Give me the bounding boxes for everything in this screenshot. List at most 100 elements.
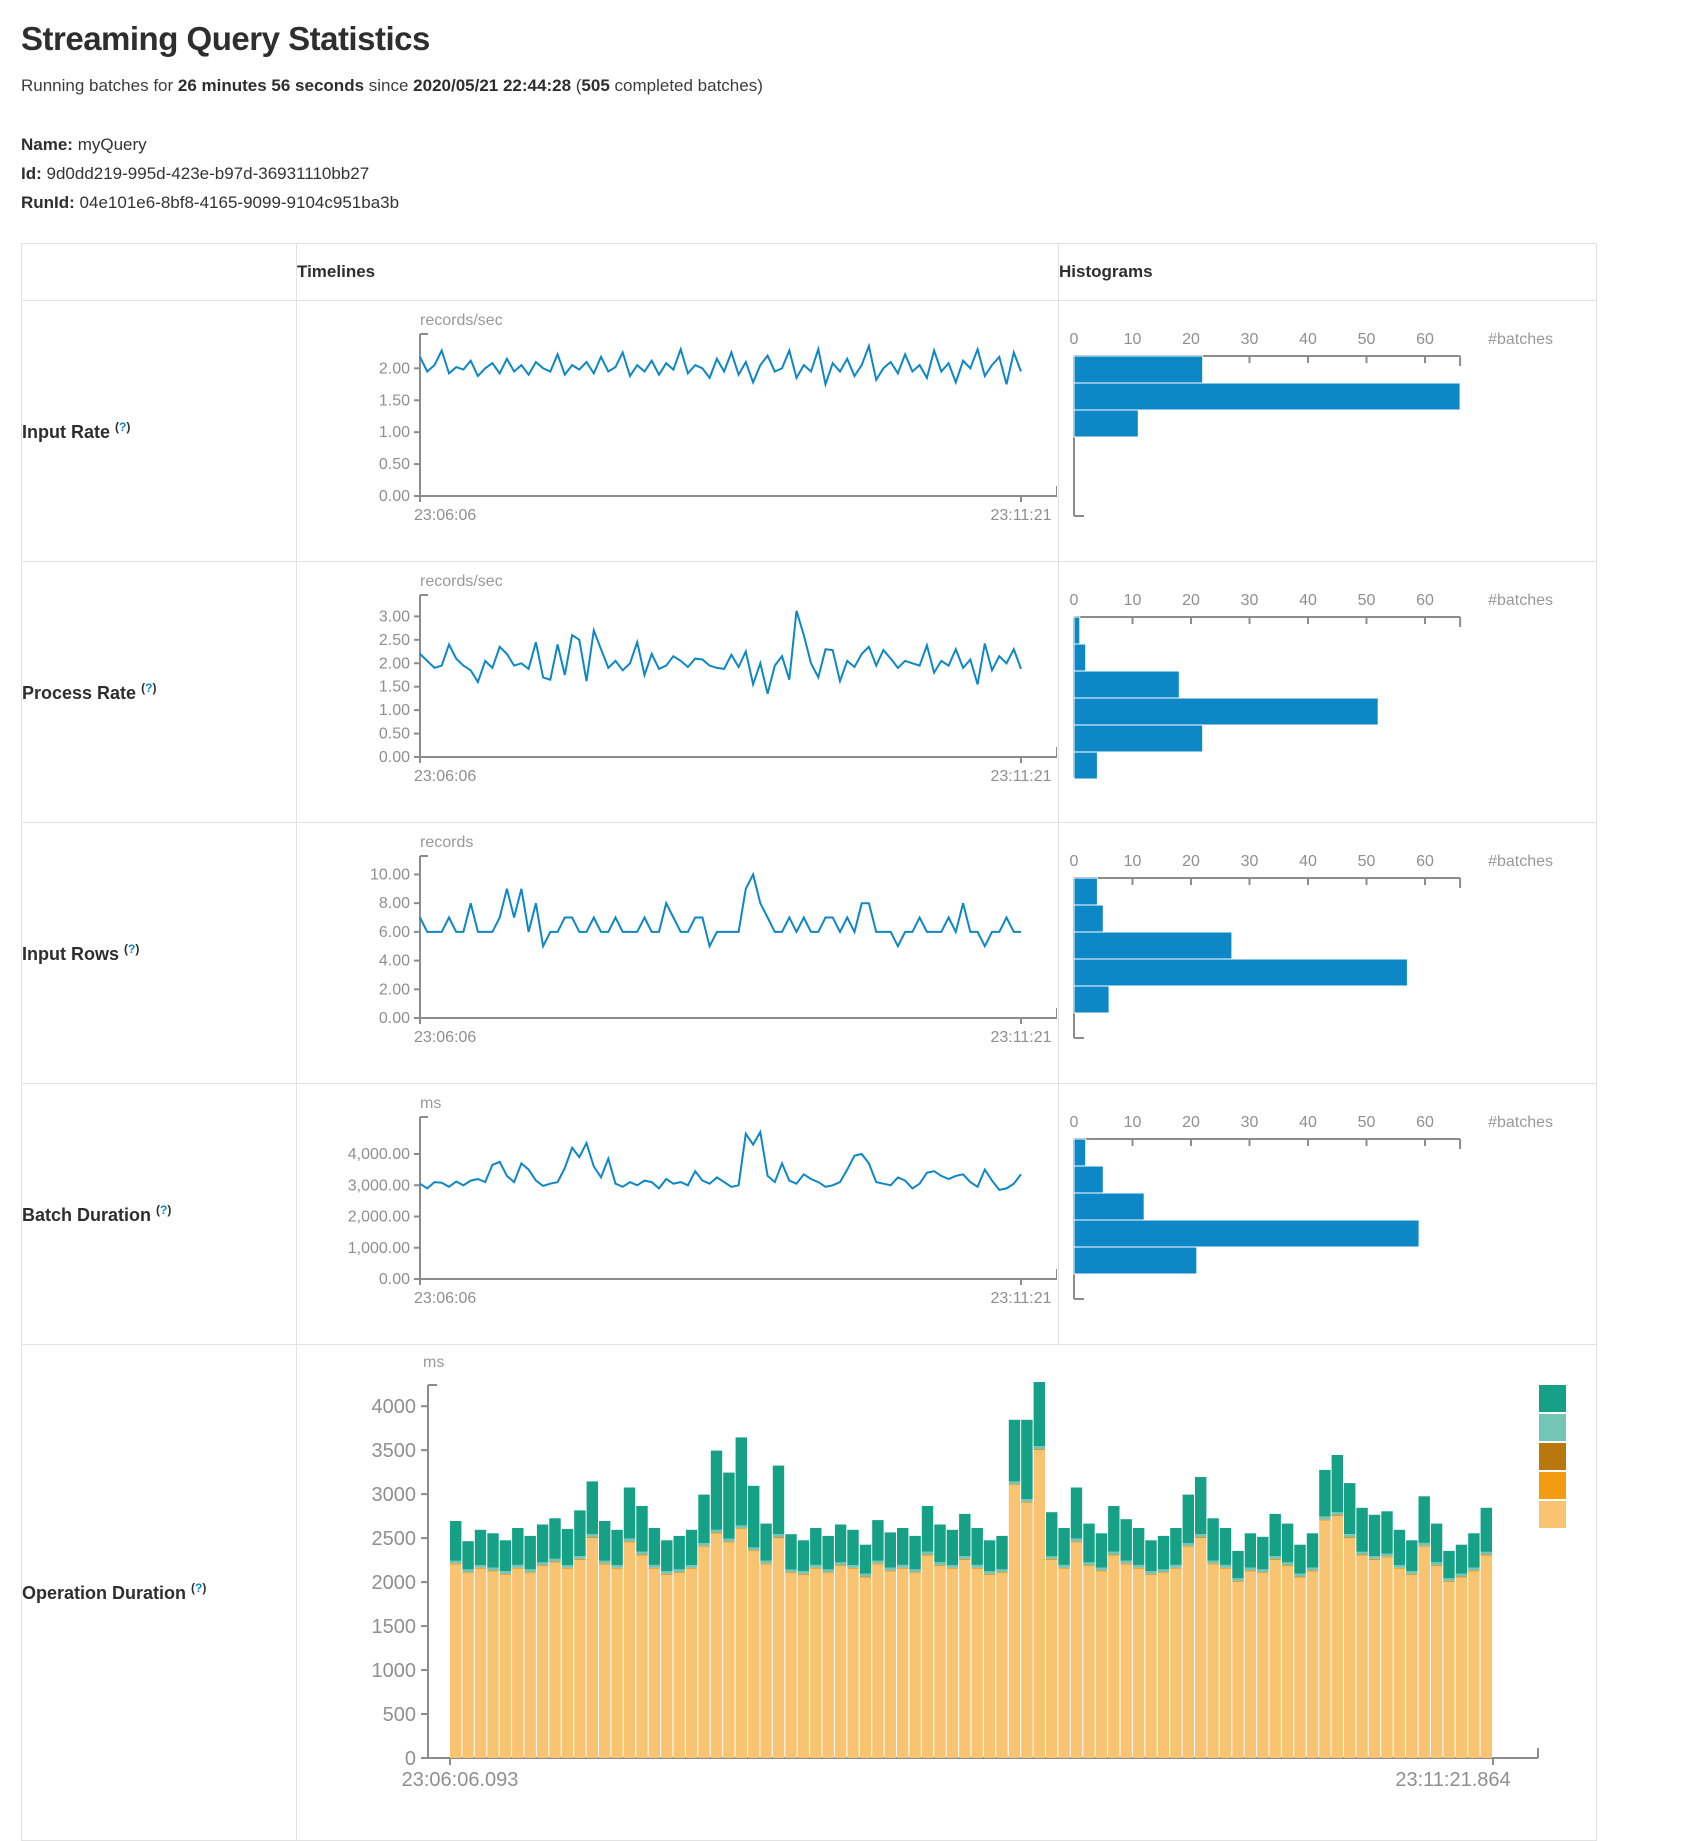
svg-text:23:06:06: 23:06:06 — [414, 1290, 476, 1307]
input-rows-label: Input Rows — [22, 944, 119, 964]
svg-text:60: 60 — [1416, 592, 1434, 609]
svg-text:3,000.00: 3,000.00 — [348, 1177, 410, 1194]
svg-text:records: records — [420, 834, 473, 851]
svg-text:2500: 2500 — [372, 1528, 417, 1550]
svg-text:1000: 1000 — [372, 1660, 417, 1682]
svg-text:60: 60 — [1416, 331, 1434, 348]
page-title: Streaming Query Statistics — [21, 20, 1693, 58]
svg-text:4,000.00: 4,000.00 — [348, 1146, 410, 1163]
svg-text:0.00: 0.00 — [379, 749, 410, 766]
svg-text:1.50: 1.50 — [379, 679, 410, 696]
svg-text:20: 20 — [1182, 592, 1200, 609]
row-label-input-rows: Input Rows (?) — [22, 823, 297, 1084]
svg-text:records/sec: records/sec — [420, 573, 503, 590]
svg-text:23:06:06: 23:06:06 — [414, 507, 476, 524]
svg-text:23:11:21: 23:11:21 — [990, 1290, 1051, 1307]
query-runid-label: RunId: — [21, 193, 75, 212]
svg-text:40: 40 — [1299, 853, 1317, 870]
input-rows-row: Input Rows (?) records 10.00 8.00 6.00 4.00 2… — [22, 823, 1597, 1084]
input-rate-help-icon[interactable]: (?) — [115, 420, 130, 434]
row-label-batch-duration: Batch Duration (?) — [22, 1084, 297, 1345]
svg-text:#batches: #batches — [1488, 1114, 1553, 1131]
svg-text:2,000.00: 2,000.00 — [348, 1209, 410, 1226]
svg-text:1.00: 1.00 — [379, 424, 410, 441]
query-id-label: Id: — [21, 164, 42, 183]
svg-text:50: 50 — [1358, 1114, 1376, 1131]
svg-text:1.00: 1.00 — [379, 702, 410, 719]
svg-text:8.00: 8.00 — [379, 895, 410, 912]
svg-text:0.50: 0.50 — [379, 456, 410, 473]
svg-text:0: 0 — [1070, 592, 1079, 609]
svg-text:#batches: #batches — [1488, 853, 1553, 870]
svg-text:#batches: #batches — [1488, 331, 1553, 348]
operation-duration-help-icon[interactable]: (?) — [191, 1581, 206, 1595]
query-id-line: Id: 9d0dd219-995d-423e-b97d-36931110bb27 — [21, 159, 1693, 188]
svg-text:2.00: 2.00 — [379, 655, 410, 672]
svg-text:10: 10 — [1124, 1114, 1142, 1131]
svg-text:20: 20 — [1182, 331, 1200, 348]
svg-text:0.50: 0.50 — [379, 726, 410, 743]
batch-duration-histogram-chart: 0 10 20 30 40 50 60 #batches — [1059, 1084, 1595, 1339]
svg-text:2.00: 2.00 — [379, 981, 410, 998]
svg-text:30: 30 — [1241, 592, 1259, 609]
input-rows-timeline-chart: records 10.00 8.00 6.00 4.00 2.00 0.0023:06:06… — [297, 823, 1057, 1078]
operation-duration-label: Operation Duration — [22, 1583, 186, 1603]
svg-text:30: 30 — [1241, 1114, 1259, 1131]
svg-text:1.50: 1.50 — [379, 392, 410, 409]
svg-text:6.00: 6.00 — [379, 924, 410, 941]
svg-text:10: 10 — [1124, 853, 1142, 870]
svg-text:40: 40 — [1299, 331, 1317, 348]
operation-duration-stacked-chart: ms4000350030002500200015001000500023:06:… — [297, 1345, 1595, 1835]
svg-text:50: 50 — [1358, 331, 1376, 348]
process-rate-label: Process Rate — [22, 683, 136, 703]
svg-text:23:11:21: 23:11:21 — [990, 1029, 1051, 1046]
column-header-timelines: Timelines — [297, 244, 1059, 301]
svg-text:60: 60 — [1416, 1114, 1434, 1131]
svg-text:0.00: 0.00 — [379, 1010, 410, 1027]
svg-text:23:11:21: 23:11:21 — [990, 768, 1051, 785]
svg-text:10: 10 — [1124, 331, 1142, 348]
svg-text:500: 500 — [383, 1704, 416, 1726]
summary-paren-open: ( — [571, 76, 581, 95]
process-rate-help-icon[interactable]: (?) — [141, 681, 156, 695]
svg-text:0.00: 0.00 — [379, 1271, 410, 1288]
process-rate-row: Process Rate (?) records/sec 3.00 2.50 2.00… — [22, 562, 1597, 823]
svg-text:3.00: 3.00 — [379, 608, 410, 625]
svg-text:40: 40 — [1299, 1114, 1317, 1131]
batch-duration-timeline-chart: ms4,000.003,000.002,000.001,000.000.0023… — [297, 1084, 1057, 1339]
column-header-empty — [22, 244, 297, 301]
svg-text:23:06:06: 23:06:06 — [414, 1029, 476, 1046]
batch-duration-help-icon[interactable]: (?) — [156, 1203, 171, 1217]
svg-text:0: 0 — [405, 1748, 416, 1770]
input-rows-help-icon[interactable]: (?) — [124, 942, 139, 956]
column-header-histograms: Histograms — [1059, 244, 1597, 301]
svg-text:records/sec: records/sec — [420, 312, 503, 329]
svg-text:10.00: 10.00 — [370, 866, 410, 883]
query-runid-line: RunId: 04e101e6-8bf8-4165-9099-9104c951b… — [21, 188, 1693, 217]
row-label-input-rate: Input Rate (?) — [22, 301, 297, 562]
summary-tail: completed batches) — [610, 76, 763, 95]
svg-text:2.00: 2.00 — [379, 360, 410, 377]
table-header-row: Timelines Histograms — [22, 244, 1597, 301]
svg-text:50: 50 — [1358, 853, 1376, 870]
svg-text:4.00: 4.00 — [379, 953, 410, 970]
svg-text:23:11:21.864: 23:11:21.864 — [1395, 1769, 1510, 1791]
svg-text:3000: 3000 — [372, 1484, 417, 1506]
svg-text:0: 0 — [1070, 1114, 1079, 1131]
query-name-line: Name: myQuery — [21, 130, 1693, 159]
svg-text:60: 60 — [1416, 853, 1434, 870]
svg-text:23:06:06.093: 23:06:06.093 — [402, 1769, 519, 1791]
svg-text:20: 20 — [1182, 1114, 1200, 1131]
svg-text:2.50: 2.50 — [379, 632, 410, 649]
completed-batches-count: 505 — [581, 76, 609, 95]
svg-text:23:11:21: 23:11:21 — [990, 507, 1051, 524]
statistics-table: Timelines Histograms Input Rate (?) reco… — [21, 243, 1597, 1841]
svg-text:10: 10 — [1124, 592, 1142, 609]
